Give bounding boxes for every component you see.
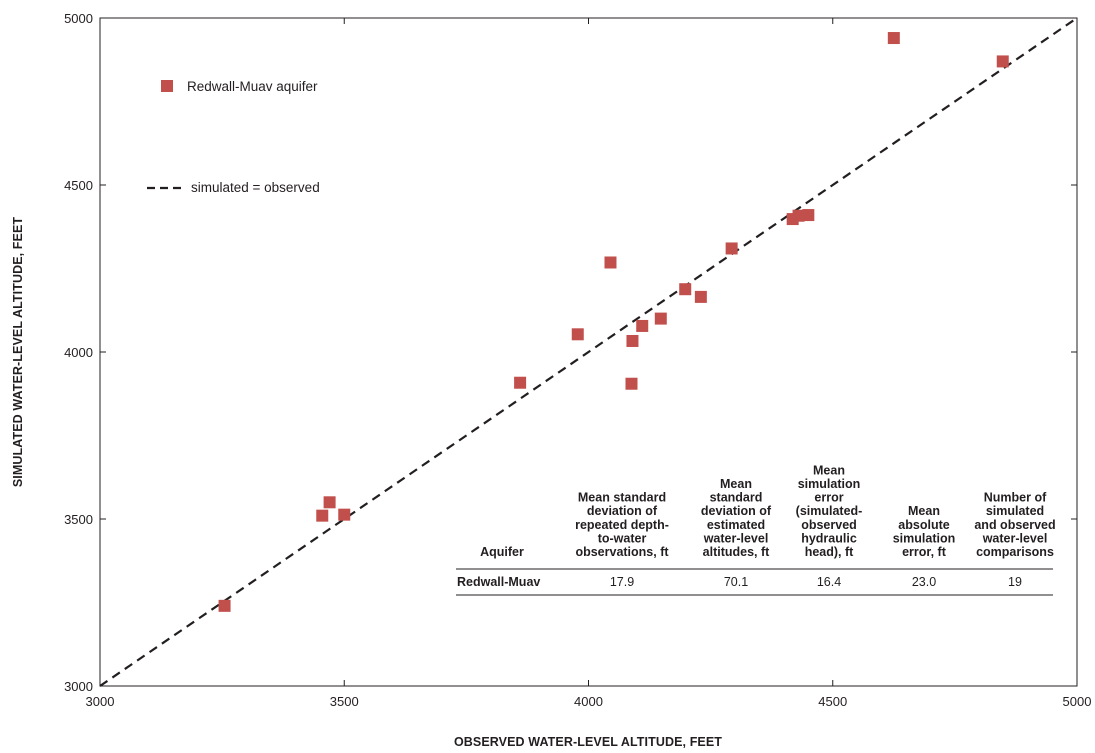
y-tick-label: 4500 (64, 178, 93, 193)
data-point (792, 209, 805, 222)
data-point (636, 319, 649, 332)
data-point (725, 242, 738, 255)
y-tick-label: 5000 (64, 11, 93, 26)
table-header-text: Aquifer (480, 545, 524, 559)
table-header-text: water-level (982, 531, 1048, 545)
x-tick-label: 4500 (818, 694, 847, 709)
legend-label-line: simulated = observed (191, 180, 320, 195)
y-axis-label: SIMULATED WATER-LEVEL ALTITUDE, FEET (11, 217, 25, 488)
table-cell: 70.1 (724, 575, 748, 589)
data-point (316, 509, 329, 522)
table-header-text: error, ft (902, 545, 947, 559)
data-point (338, 508, 351, 521)
y-tick-label: 4000 (64, 345, 93, 360)
data-point (694, 290, 707, 303)
table-header-text: (simulated- (796, 504, 863, 518)
table-header-text: observations, ft (575, 545, 669, 559)
one-to-one-line (99, 17, 1078, 687)
table-cell: Redwall-Muav (457, 575, 540, 589)
table-header-text: water-level (703, 531, 769, 545)
x-tick-label: 3000 (86, 694, 115, 709)
y-tick-label: 3500 (64, 512, 93, 527)
table-header-text: Number of (984, 491, 1047, 505)
x-tick-label: 3500 (330, 694, 359, 709)
table-header-text: standard (710, 491, 763, 505)
table-header-text: observed (801, 518, 857, 532)
table-header-text: repeated depth- (575, 518, 669, 532)
data-point (625, 377, 638, 390)
data-point (604, 256, 617, 269)
data-point (802, 209, 815, 222)
table-header-text: hydraulic (801, 531, 857, 545)
data-point (323, 496, 336, 509)
x-tick-label: 5000 (1063, 694, 1092, 709)
table-header-text: to-water (598, 531, 647, 545)
data-point (218, 599, 231, 612)
table-cell: 17.9 (610, 575, 634, 589)
table-header-text: simulation (798, 477, 861, 491)
table-cell: 23.0 (912, 575, 936, 589)
table-header-text: simulation (893, 531, 956, 545)
table-header-text: error (814, 491, 843, 505)
table-header-text: and observed (974, 518, 1055, 532)
table-header-text: simulated (986, 504, 1044, 518)
legend-marker (161, 80, 173, 92)
data-point (654, 312, 667, 325)
y-tick-label: 3000 (64, 679, 93, 694)
table-cell: 16.4 (817, 575, 841, 589)
data-point (887, 32, 900, 45)
table-cell: 19 (1008, 575, 1022, 589)
data-point (996, 55, 1009, 68)
table-header-text: altitudes, ft (703, 545, 771, 559)
data-point (514, 376, 527, 389)
table-header-text: Mean (813, 463, 845, 477)
x-tick-label: 4000 (574, 694, 603, 709)
table-header-text: head), ft (805, 545, 854, 559)
legend-label-series: Redwall-Muav aquifer (187, 79, 318, 94)
data-point (626, 334, 639, 347)
table-header-text: Mean (720, 477, 752, 491)
table-header-text: deviation of (587, 504, 658, 518)
table-header-text: Mean (908, 504, 940, 518)
table-header-text: comparisons (976, 545, 1054, 559)
x-axis-label: OBSERVED WATER-LEVEL ALTITUDE, FEET (454, 735, 722, 749)
table-header-text: estimated (707, 518, 765, 532)
data-point (679, 283, 692, 296)
table-header-text: deviation of (701, 504, 772, 518)
table-header-text: absolute (898, 518, 949, 532)
table-header-text: Mean standard (578, 491, 666, 505)
data-point (571, 328, 584, 341)
